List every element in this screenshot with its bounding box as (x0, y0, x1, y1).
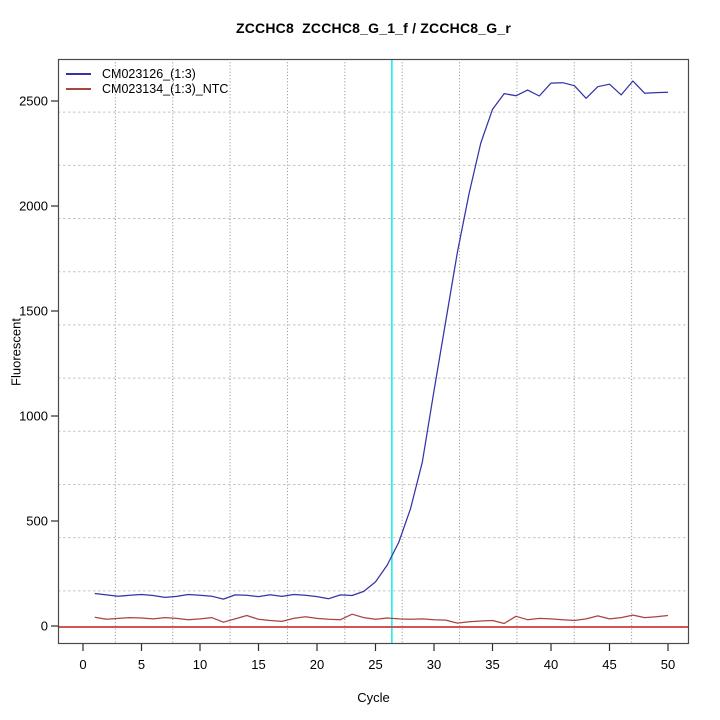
y-tick-label: 500 (26, 514, 48, 529)
y-tick-label: 2000 (19, 199, 48, 214)
amplification-curve (94, 80, 669, 600)
x-tick-label: 5 (138, 657, 145, 672)
legend: CM023126_(1:3) CM023134_(1:3)_NTC (66, 66, 229, 96)
x-tick-label: 25 (368, 657, 382, 672)
x-tick-label: 50 (661, 657, 675, 672)
y-tick-label: 2500 (19, 94, 48, 109)
ntc-series-line-swatch (66, 87, 91, 90)
x-tick-label: 10 (193, 657, 207, 672)
y-tick-label: 0 (41, 619, 48, 634)
legend-label-ntc: CM023134_(1:3)_NTC (102, 81, 229, 96)
x-tick-label: 20 (310, 657, 324, 672)
x-tick-label: 15 (251, 657, 265, 672)
legend-label-sample: CM023126_(1:3) (102, 66, 196, 81)
y-tick-label: 1500 (19, 304, 48, 319)
x-axis-title: Cycle (357, 690, 390, 705)
legend-item-ntc: CM023134_(1:3)_NTC (66, 81, 229, 96)
x-tick-label: 30 (427, 657, 441, 672)
x-tick-label: 45 (602, 657, 616, 672)
legend-item-sample: CM023126_(1:3) (66, 66, 228, 81)
sample-series-line-swatch (66, 72, 91, 75)
ntc-curve (94, 613, 669, 625)
chart-title: ZCCHC8 ZCCHC8_G_1_f / ZCCHC8_G_r (236, 20, 511, 36)
x-tick-label: 35 (485, 657, 499, 672)
y-tick-label: 1000 (19, 409, 48, 424)
x-tick-label: 0 (79, 657, 86, 672)
y-axis-title: Fluorescent (8, 318, 24, 386)
plot-frame (57, 58, 690, 645)
x-tick-label: 40 (544, 657, 558, 672)
